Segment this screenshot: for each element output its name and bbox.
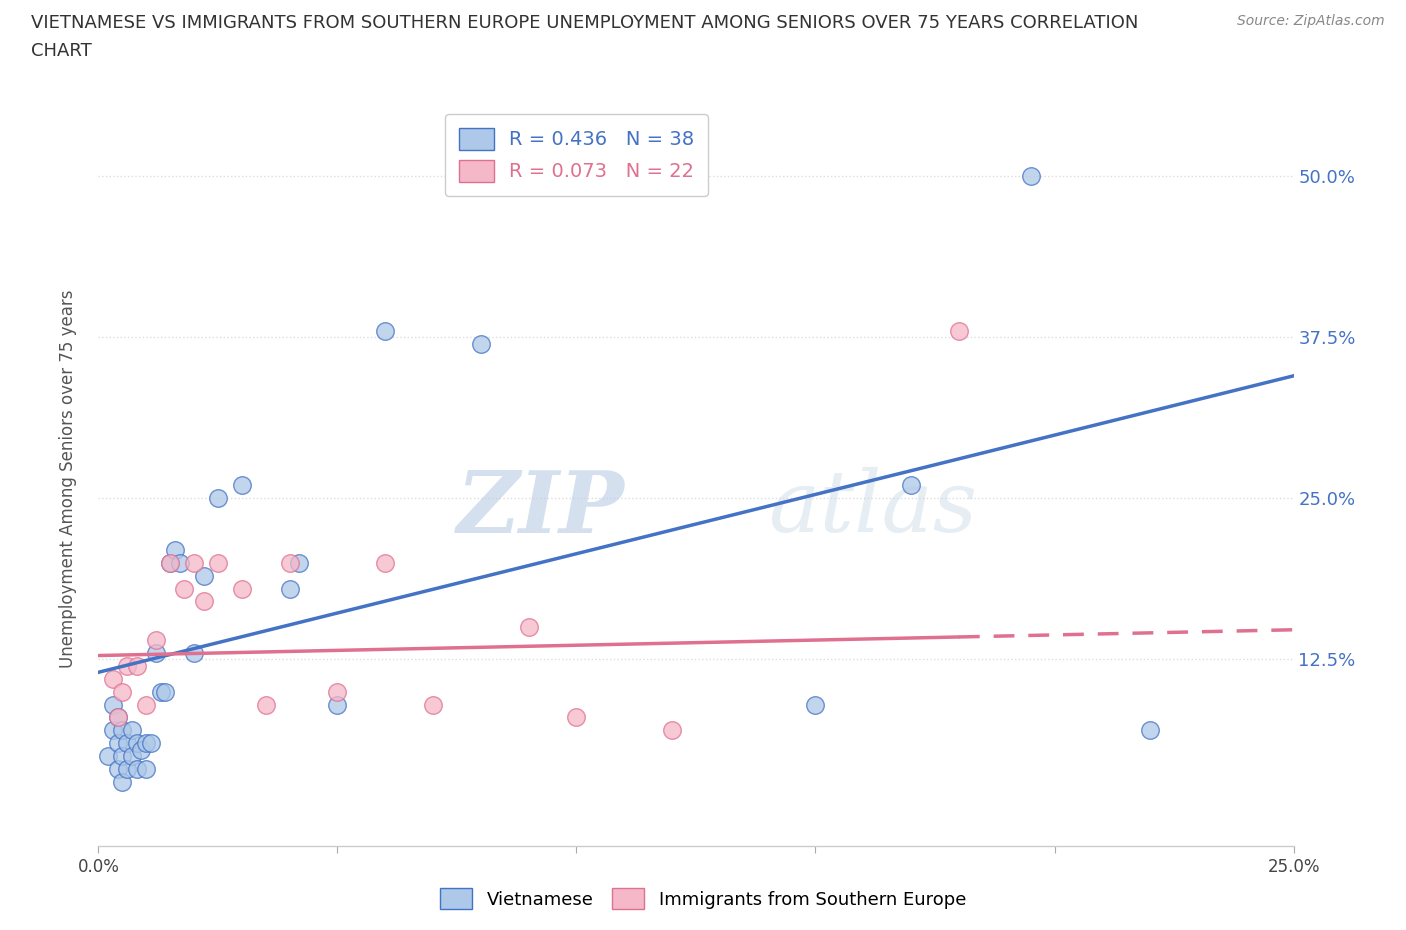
Point [111, 775, 134, 790]
Point [422, 698, 444, 712]
Point [183, 555, 205, 570]
Point [374, 555, 396, 570]
Point [193, 594, 215, 609]
Point [254, 698, 277, 712]
Point [326, 684, 349, 699]
Text: CHART: CHART [31, 42, 91, 60]
Point [145, 632, 167, 647]
Legend: Vietnamese, Immigrants from Southern Europe: Vietnamese, Immigrants from Southern Eur… [433, 881, 973, 916]
Point [661, 723, 683, 737]
Point [169, 555, 191, 570]
Point [131, 742, 153, 757]
Point [207, 491, 229, 506]
Point [135, 736, 157, 751]
Point [97, 749, 120, 764]
Point [115, 762, 138, 777]
Point [173, 581, 195, 596]
Point [159, 555, 181, 570]
Point [115, 736, 138, 751]
Point [101, 698, 124, 712]
Point [159, 555, 181, 570]
Text: Source: ZipAtlas.com: Source: ZipAtlas.com [1237, 14, 1385, 28]
Point [107, 710, 129, 724]
Point [107, 762, 129, 777]
Point [231, 581, 253, 596]
Point [107, 710, 129, 724]
Point [145, 645, 167, 660]
Point [125, 736, 148, 751]
Point [517, 619, 540, 634]
Text: VIETNAMESE VS IMMIGRANTS FROM SOUTHERN EUROPE UNEMPLOYMENT AMONG SENIORS OVER 75: VIETNAMESE VS IMMIGRANTS FROM SOUTHERN E… [31, 14, 1139, 32]
Point [155, 684, 177, 699]
Point [948, 324, 970, 339]
Point [135, 762, 157, 777]
Point [207, 555, 229, 570]
Point [374, 324, 396, 339]
Point [183, 645, 205, 660]
Point [111, 684, 134, 699]
Point [326, 698, 349, 712]
Text: atlas: atlas [768, 467, 977, 550]
Point [278, 555, 301, 570]
Point [163, 542, 186, 557]
Point [135, 698, 157, 712]
Point [470, 336, 492, 351]
Point [231, 478, 253, 493]
Point [111, 723, 134, 737]
Point [107, 736, 129, 751]
Point [111, 749, 134, 764]
Text: ZIP: ZIP [457, 467, 624, 550]
Point [804, 698, 827, 712]
Point [125, 658, 148, 673]
Point [1019, 168, 1042, 183]
Point [139, 736, 162, 751]
Y-axis label: Unemployment Among Seniors over 75 years: Unemployment Among Seniors over 75 years [59, 290, 77, 668]
Point [1139, 723, 1161, 737]
Point [101, 723, 124, 737]
Point [900, 478, 922, 493]
Point [565, 710, 588, 724]
Point [288, 555, 311, 570]
Point [125, 762, 148, 777]
Point [121, 723, 143, 737]
Point [101, 671, 124, 686]
Point [149, 684, 172, 699]
Legend: R = 0.436   N = 38, R = 0.073   N = 22: R = 0.436 N = 38, R = 0.073 N = 22 [446, 114, 707, 196]
Point [278, 581, 301, 596]
Point [193, 568, 215, 583]
Point [115, 658, 138, 673]
Point [121, 749, 143, 764]
